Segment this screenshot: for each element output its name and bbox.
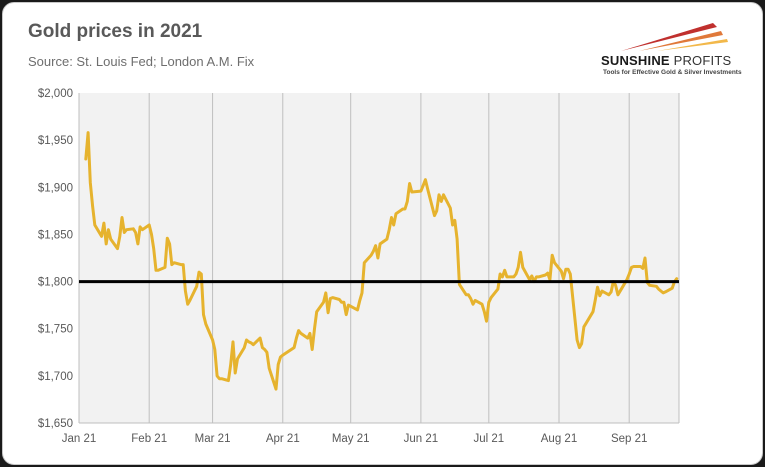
- chart-title: Gold prices in 2021: [28, 21, 203, 42]
- x-tick-label: Sep 21: [611, 433, 647, 445]
- y-tick-label: $1,650: [38, 418, 73, 430]
- gridlines: [78, 93, 680, 424]
- y-tick-label: $1,800: [38, 277, 73, 289]
- y-tick-label: $1,900: [38, 182, 73, 194]
- sun-rays-icon: [621, 23, 728, 51]
- logo-tagline: Tools for Effective Gold & Silver Invest…: [603, 69, 742, 76]
- x-tick-label: Apr 21: [266, 433, 300, 445]
- x-tick-label: Aug 21: [541, 433, 577, 445]
- x-tick-label: Jul 21: [473, 433, 504, 445]
- y-tick-label: $1,750: [38, 324, 73, 336]
- logo-wordmark: SUNSHINE PROFITS: [601, 53, 731, 68]
- y-tick-label: $1,850: [38, 229, 73, 241]
- logo-name-rest: PROFITS: [669, 53, 732, 68]
- x-tick-label: Jan 21: [62, 433, 97, 445]
- y-tick-label: $2,000: [38, 88, 73, 100]
- y-axis: $1,650 $1,700 $1,750 $1,800 $1,850 $1,900 $1,9…: [38, 88, 73, 430]
- chart-subtitle: Source: St. Louis Fed; London A.M. Fix: [28, 54, 255, 69]
- x-tick-label: Jun 21: [404, 433, 439, 445]
- gold-price-line: [84, 131, 679, 391]
- logo-name-bold: SUNSHINE: [601, 53, 670, 68]
- x-tick-label: Feb 21: [131, 433, 167, 445]
- y-tick-label: $1,950: [38, 135, 73, 147]
- sunshine-profits-logo: SUNSHINE PROFITS Tools for Effective Gol…: [601, 17, 751, 81]
- x-tick-label: Mar 21: [195, 433, 231, 445]
- x-axis: Jan 21 Feb 21 Mar 21 Apr 21 May 21 Jun 21 Jul …: [62, 433, 648, 445]
- x-tick-label: May 21: [332, 433, 370, 445]
- y-tick-label: $1,700: [38, 371, 73, 383]
